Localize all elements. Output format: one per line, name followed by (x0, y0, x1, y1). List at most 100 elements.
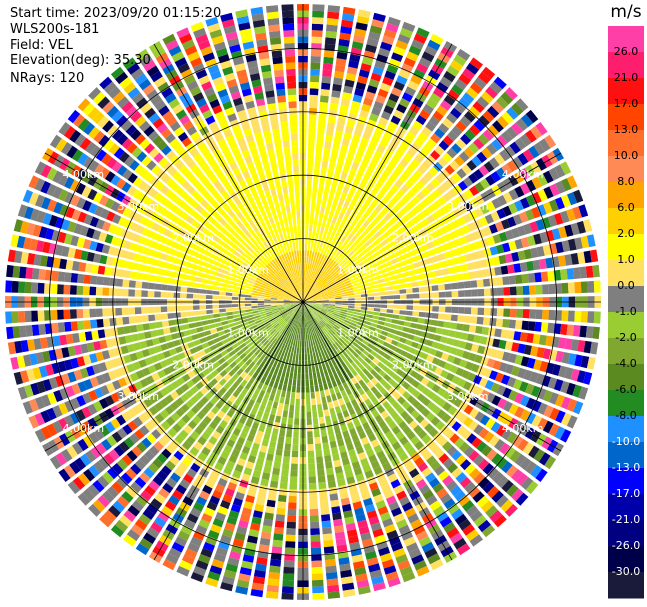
range-gate (446, 112, 458, 124)
range-gate (51, 322, 59, 334)
range-gate (398, 69, 411, 80)
range-gate (228, 85, 240, 94)
range-gate (305, 224, 309, 231)
range-gate (256, 200, 263, 209)
range-gate (336, 266, 343, 273)
range-gate (481, 66, 496, 80)
range-gate (251, 295, 258, 299)
range-gate (537, 173, 548, 187)
range-gate (239, 143, 248, 152)
range-gate (252, 125, 262, 134)
range-gate (307, 276, 311, 284)
range-gate (387, 295, 394, 300)
range-gate (353, 34, 365, 44)
range-gate (102, 287, 110, 296)
range-gate (296, 204, 301, 212)
range-gate (139, 54, 153, 67)
range-gate (221, 320, 229, 326)
range-gate (150, 94, 163, 106)
range-gate (566, 208, 576, 222)
range-gate (285, 391, 291, 399)
range-gate (11, 280, 19, 293)
range-gate (271, 50, 283, 58)
range-gate (304, 263, 306, 270)
range-gate (297, 276, 300, 284)
range-gate (312, 244, 317, 252)
range-gate (558, 226, 568, 239)
range-gate (349, 53, 361, 63)
range-gate (308, 463, 316, 471)
range-gate (468, 271, 477, 279)
range-gate (270, 252, 276, 260)
range-gate (464, 253, 473, 262)
range-gate (211, 189, 220, 198)
range-gate (161, 128, 172, 139)
range-gate (166, 115, 178, 127)
range-gate (311, 286, 316, 293)
range-gate (372, 12, 386, 22)
range-gate (484, 213, 494, 224)
range-gate (322, 300, 329, 302)
range-gate (172, 103, 184, 115)
range-gate (283, 253, 288, 260)
range-gate (248, 219, 256, 227)
range-gate (315, 266, 320, 273)
range-gate (396, 255, 405, 262)
range-gate (341, 294, 348, 297)
range-gate (471, 155, 482, 167)
range-gate (416, 274, 424, 280)
range-gate (307, 431, 313, 438)
range-gate (261, 250, 268, 258)
range-gate (108, 308, 116, 317)
range-gate (400, 184, 410, 194)
range-gate (314, 437, 321, 444)
range-gate (296, 392, 301, 400)
range-gate (141, 307, 148, 314)
range-gate (332, 176, 339, 184)
range-gate (322, 442, 330, 450)
range-gate (306, 291, 311, 297)
range-gate (266, 96, 276, 105)
range-gate (508, 202, 518, 214)
range-gate (368, 31, 381, 41)
range-gate (464, 129, 476, 141)
range-gate (336, 257, 343, 265)
range-gate (392, 284, 400, 290)
range-gate (350, 219, 358, 227)
range-gate (286, 68, 296, 76)
range-gate (289, 482, 298, 490)
range-gate (330, 261, 337, 268)
range-gate (284, 49, 296, 57)
range-gate (5, 280, 13, 293)
range-gate (328, 162, 336, 170)
range-gate (454, 265, 463, 273)
range-gate (6, 264, 14, 278)
range-gate (322, 63, 333, 71)
range-gate (325, 415, 331, 423)
range-gate (351, 227, 358, 235)
range-gate (469, 185, 480, 196)
range-gate (225, 296, 232, 300)
range-gate (290, 463, 298, 471)
range-gate (268, 109, 278, 118)
range-gate (495, 277, 504, 286)
range-gate (345, 282, 352, 287)
range-gate (504, 145, 516, 158)
range-gate (239, 81, 251, 91)
range-gate (180, 305, 187, 311)
range-gate (329, 222, 335, 230)
range-gate (257, 298, 265, 301)
range-gate (473, 169, 484, 180)
range-gate (169, 138, 180, 149)
range-gate (351, 280, 358, 285)
range-gate (425, 285, 433, 292)
range-gate (282, 276, 288, 283)
range-gate (186, 311, 194, 317)
range-gate (289, 272, 293, 279)
range-gate (328, 486, 338, 495)
range-gate (299, 256, 302, 264)
range-gate (574, 237, 583, 250)
range-gate (466, 160, 477, 171)
range-gate (321, 76, 332, 84)
range-gate (263, 163, 271, 172)
